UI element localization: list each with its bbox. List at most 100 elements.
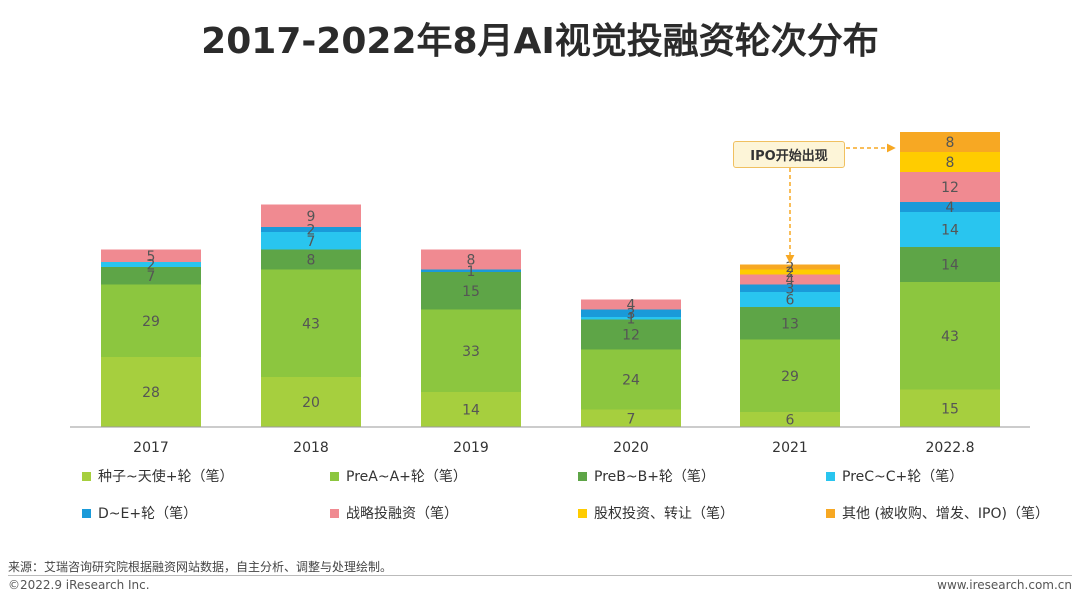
bar-segment	[101, 249, 201, 262]
data-label: 3	[786, 281, 795, 297]
bar-segment	[900, 282, 1000, 390]
copyright-text: ©2022.9 iResearch Inc.	[8, 578, 150, 592]
legend-label: PreB~B+轮（笔）	[594, 469, 715, 485]
data-label: 43	[302, 316, 320, 332]
bar-segment	[581, 309, 681, 317]
data-label: 15	[462, 284, 480, 300]
bar-segment	[261, 204, 361, 227]
bar-segment	[740, 307, 840, 340]
data-label: 43	[941, 329, 959, 345]
legend-item: 种子~天使+轮（笔）	[82, 466, 233, 486]
legend-swatch	[82, 508, 91, 518]
bar-segment	[900, 212, 1000, 247]
data-label: 12	[622, 328, 640, 344]
bar-segment	[740, 339, 840, 412]
bar-segment	[421, 269, 521, 272]
legend-label: PreC~C+轮（笔）	[842, 469, 964, 485]
bar-segment	[900, 247, 1000, 282]
data-label: 7	[307, 234, 316, 250]
data-label: 5	[147, 249, 156, 265]
data-label: 24	[622, 373, 640, 389]
bar-segment	[740, 274, 840, 285]
data-label: 2	[786, 265, 795, 281]
bar-segment	[421, 309, 521, 392]
data-label: 14	[941, 258, 959, 274]
data-label: 12	[941, 180, 959, 196]
legend-label: D~E+轮（笔）	[98, 506, 198, 522]
bar-segment	[421, 392, 521, 427]
data-label: 7	[627, 411, 636, 427]
data-label: 14	[941, 223, 959, 239]
x-tick-label: 2022.8	[926, 440, 975, 456]
data-label: 9	[307, 209, 316, 225]
bar-segment	[101, 262, 201, 267]
legend-item: PreA~A+轮（笔）	[330, 466, 467, 486]
legend-swatch	[578, 508, 587, 518]
bar-segment	[740, 292, 840, 307]
data-label: 8	[467, 253, 476, 269]
data-label: 15	[941, 401, 959, 417]
x-tick-label: 2019	[453, 440, 489, 456]
legend-item: 其他 (被收购、增发、IPO)（笔）	[826, 503, 1049, 523]
bar-segment	[900, 389, 1000, 427]
bar-segment	[740, 264, 840, 270]
legend-swatch	[330, 508, 339, 518]
x-tick-label: 2021	[772, 440, 808, 456]
bar-segment	[421, 249, 521, 270]
footer-divider	[8, 575, 1072, 576]
data-label: 8	[307, 253, 316, 269]
website-link[interactable]: www.iresearch.com.cn	[937, 578, 1072, 592]
bar-segment	[261, 377, 361, 427]
data-label: 29	[781, 369, 799, 385]
legend-swatch	[578, 471, 587, 481]
data-label: 4	[627, 298, 636, 314]
data-label: 28	[142, 385, 160, 401]
data-label: 7	[147, 269, 156, 285]
data-label: 2	[307, 223, 316, 239]
bar-segment	[261, 269, 361, 377]
bar-segment	[900, 172, 1000, 202]
bar-segment	[101, 284, 201, 357]
data-label: 3	[627, 306, 636, 322]
ipo-annotation-label: IPO开始出现	[733, 141, 845, 168]
data-label: 6	[786, 413, 795, 429]
bar-segment	[581, 317, 681, 320]
x-tick-label: 2017	[133, 440, 169, 456]
chart-title: 2017-2022年8月AI视觉投融资轮次分布	[201, 21, 879, 62]
data-label: 33	[462, 344, 480, 360]
legend-label: 股权投资、转让（笔）	[594, 506, 734, 522]
bar-segment	[581, 299, 681, 310]
legend-item: PreB~B+轮（笔）	[578, 466, 715, 486]
legend-label: 其他 (被收购、增发、IPO)（笔）	[842, 506, 1049, 522]
data-label: 20	[302, 395, 320, 411]
bar-segment	[740, 412, 840, 427]
bar-segment	[740, 284, 840, 292]
data-label: 6	[786, 293, 795, 309]
legend-label: PreA~A+轮（笔）	[346, 469, 467, 485]
bar-segment	[421, 272, 521, 310]
ipo-annotation-arrows	[785, 143, 896, 264]
data-label: 14	[462, 403, 480, 419]
data-label: 29	[142, 314, 160, 330]
data-label: 1	[467, 264, 476, 280]
legend-swatch	[330, 471, 339, 481]
legend-swatch	[82, 471, 91, 481]
legend-item: PreC~C+轮（笔）	[826, 466, 963, 486]
bar-segment	[261, 232, 361, 250]
data-label: 2	[786, 260, 795, 276]
legend-label: 种子~天使+轮（笔）	[98, 469, 234, 485]
data-label: 1	[627, 311, 636, 327]
bar-segment	[900, 202, 1000, 212]
legend-item: 战略投融资（笔）	[330, 503, 458, 523]
bar-segment	[581, 409, 681, 427]
legend-swatch	[826, 508, 835, 518]
data-label: 4	[786, 273, 795, 289]
x-tick-label: 2018	[293, 440, 329, 456]
data-label: 8	[946, 135, 955, 151]
bar-segment	[740, 269, 840, 275]
bar-segment	[261, 249, 361, 270]
legend-item: D~E+轮（笔）	[82, 503, 197, 523]
bar-segment	[581, 319, 681, 350]
bar-segment	[101, 267, 201, 285]
